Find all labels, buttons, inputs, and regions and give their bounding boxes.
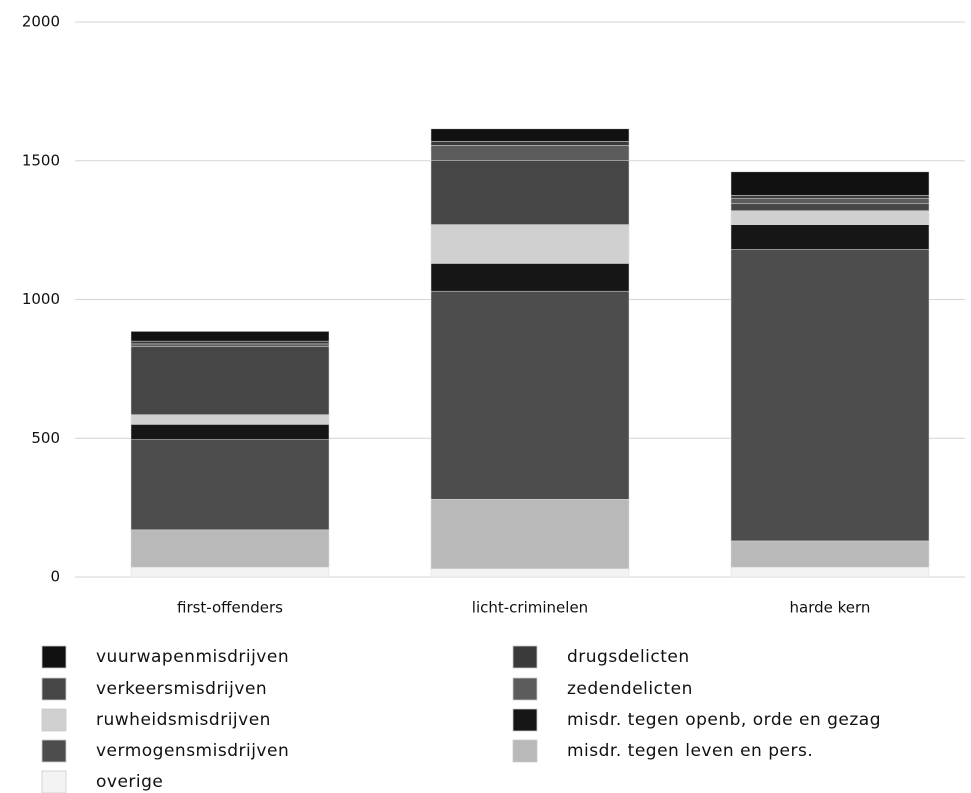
bar-segment [130, 340, 330, 345]
bar-segment [730, 540, 930, 568]
bar-segment [430, 128, 630, 142]
bar-segment [730, 224, 930, 250]
legend-label: misdr. tegen openb, orde en gezag [567, 710, 881, 730]
bar-segment [730, 203, 930, 211]
legend-swatch [41, 645, 67, 669]
legend-swatch [512, 645, 538, 669]
legend-label: overige [96, 772, 163, 792]
bar-segment [430, 290, 630, 500]
bar-segment [130, 439, 330, 531]
legend-swatch [512, 739, 538, 763]
bar-segment [130, 331, 330, 342]
bar-segment [730, 197, 930, 205]
bar-segment [130, 346, 330, 415]
legend-swatch [41, 708, 67, 732]
legend-label: ruwheidsmisdrijven [96, 710, 271, 730]
bar-segment [730, 210, 930, 225]
legend-label: drugsdelicten [567, 647, 690, 667]
legend-label: verkeersmisdrijven [96, 679, 267, 699]
y-tick-label: 500 [31, 429, 60, 447]
bar-segment [430, 145, 630, 162]
y-tick-label: 1000 [22, 290, 60, 308]
x-tick-label: harde kern [790, 599, 871, 617]
legend-swatch [41, 770, 67, 793]
legend-label: vuurwapenmisdrijven [96, 647, 289, 667]
bar-segment [130, 424, 330, 440]
bar-segment [430, 224, 630, 264]
y-tick-label: 2000 [22, 13, 60, 31]
bar-segment [430, 499, 630, 569]
legend-label: zedendelicten [567, 679, 693, 699]
bar-segment [430, 568, 630, 578]
bar-segment [130, 343, 330, 347]
legend-swatch [512, 708, 538, 732]
bar-segment [430, 141, 630, 146]
legend-swatch [41, 677, 67, 701]
bar-segment [730, 171, 930, 196]
bar-segment [730, 567, 930, 578]
bar-segment [730, 249, 930, 542]
legend-swatch [41, 739, 67, 763]
y-tick-label: 0 [50, 568, 60, 586]
legend-label: misdr. tegen leven en pers. [567, 741, 813, 761]
legend-swatch [512, 677, 538, 701]
bar-segment [130, 529, 330, 568]
bar-segment [430, 160, 630, 225]
bar-segment [130, 414, 330, 425]
bar-segment [730, 195, 930, 199]
legend-label: vermogensmisdrijven [96, 741, 289, 761]
bar-segment [430, 263, 630, 292]
bar-segment [130, 567, 330, 578]
x-tick-label: first-offenders [177, 599, 283, 617]
x-tick-label: licht-criminelen [472, 599, 588, 617]
y-tick-label: 1500 [22, 151, 60, 169]
